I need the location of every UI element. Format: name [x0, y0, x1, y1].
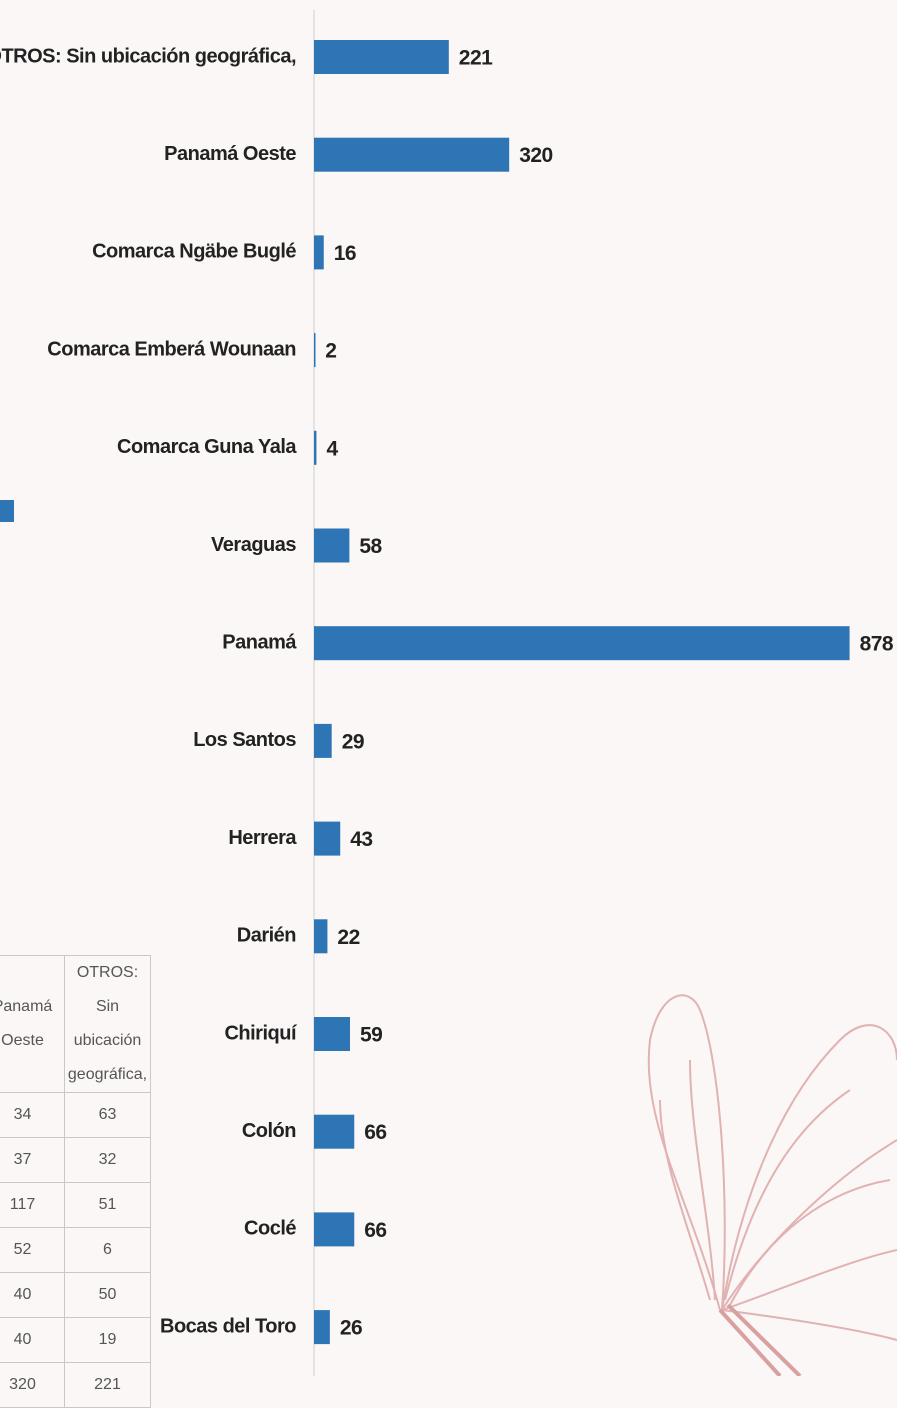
table-cell: 52	[0, 1228, 65, 1273]
table-cell: 63	[65, 1093, 151, 1138]
table-cell: 34	[0, 1093, 65, 1138]
category-label: Darién	[237, 925, 296, 947]
category-label: OTROS: Sin ubicación geográfica,	[0, 45, 296, 67]
category-label: Panamá Oeste	[164, 143, 296, 165]
bar	[314, 1212, 354, 1246]
bar	[314, 333, 316, 367]
bar	[314, 1310, 330, 1344]
table-cell: 221	[65, 1363, 151, 1408]
value-label: 221	[459, 47, 493, 70]
category-label: Coclé	[244, 1218, 296, 1240]
category-label: Comarca Emberá Wounaan	[47, 338, 296, 360]
value-label: 43	[350, 828, 372, 851]
value-label: 66	[364, 1219, 386, 1242]
table-cell: 117	[0, 1183, 65, 1228]
table-cell: 40	[0, 1273, 65, 1318]
table-header: OTROS: Sin ubicación geográfica,	[65, 956, 151, 1093]
bar	[314, 40, 449, 74]
table-cell: 51	[65, 1183, 151, 1228]
table-cell: 40	[0, 1318, 65, 1363]
bar	[314, 724, 332, 758]
bar	[314, 138, 509, 172]
table-cell: 6	[65, 1228, 151, 1273]
bar	[314, 431, 316, 465]
value-label: 26	[340, 1317, 362, 1340]
value-label: 29	[342, 730, 364, 753]
value-label: 16	[334, 242, 356, 265]
value-label: 878	[860, 633, 894, 656]
value-label: 22	[337, 926, 359, 949]
table-cell: 19	[65, 1318, 151, 1363]
table-cell: 37	[0, 1138, 65, 1183]
value-label: 66	[364, 1121, 386, 1144]
category-label: Herrera	[228, 827, 297, 849]
value-label: 320	[519, 144, 553, 167]
butterfly	[649, 995, 897, 1376]
category-label: Panamá	[222, 631, 297, 653]
bar	[314, 1115, 354, 1149]
table-header: Panamá Oeste	[0, 956, 65, 1093]
bar	[314, 529, 349, 563]
value-label: 59	[360, 1024, 382, 1047]
value-label: 4	[326, 437, 338, 460]
value-label: 58	[359, 535, 382, 558]
category-label: Comarca Ngäbe Buglé	[92, 241, 296, 263]
category-label: Los Santos	[193, 729, 296, 751]
bar	[314, 919, 327, 953]
table-cell: 32	[65, 1138, 151, 1183]
bar	[314, 1017, 350, 1051]
bar	[314, 626, 850, 660]
bar	[314, 235, 324, 269]
category-label: Comarca Guna Yala	[117, 436, 297, 458]
category-label: Veraguas	[211, 534, 296, 556]
value-label: 2	[325, 340, 336, 363]
page: OTROS: Sin ubicación geográfica, 221 Panam…	[0, 0, 897, 1376]
category-label: Colón	[242, 1120, 296, 1142]
bar	[314, 822, 340, 856]
category-label: Chiriquí	[224, 1022, 297, 1044]
table-cell: 50	[65, 1273, 151, 1318]
table-cell: 320	[0, 1363, 65, 1408]
category-label: Bocas del Toro	[160, 1315, 296, 1337]
legend-marker	[0, 500, 14, 522]
